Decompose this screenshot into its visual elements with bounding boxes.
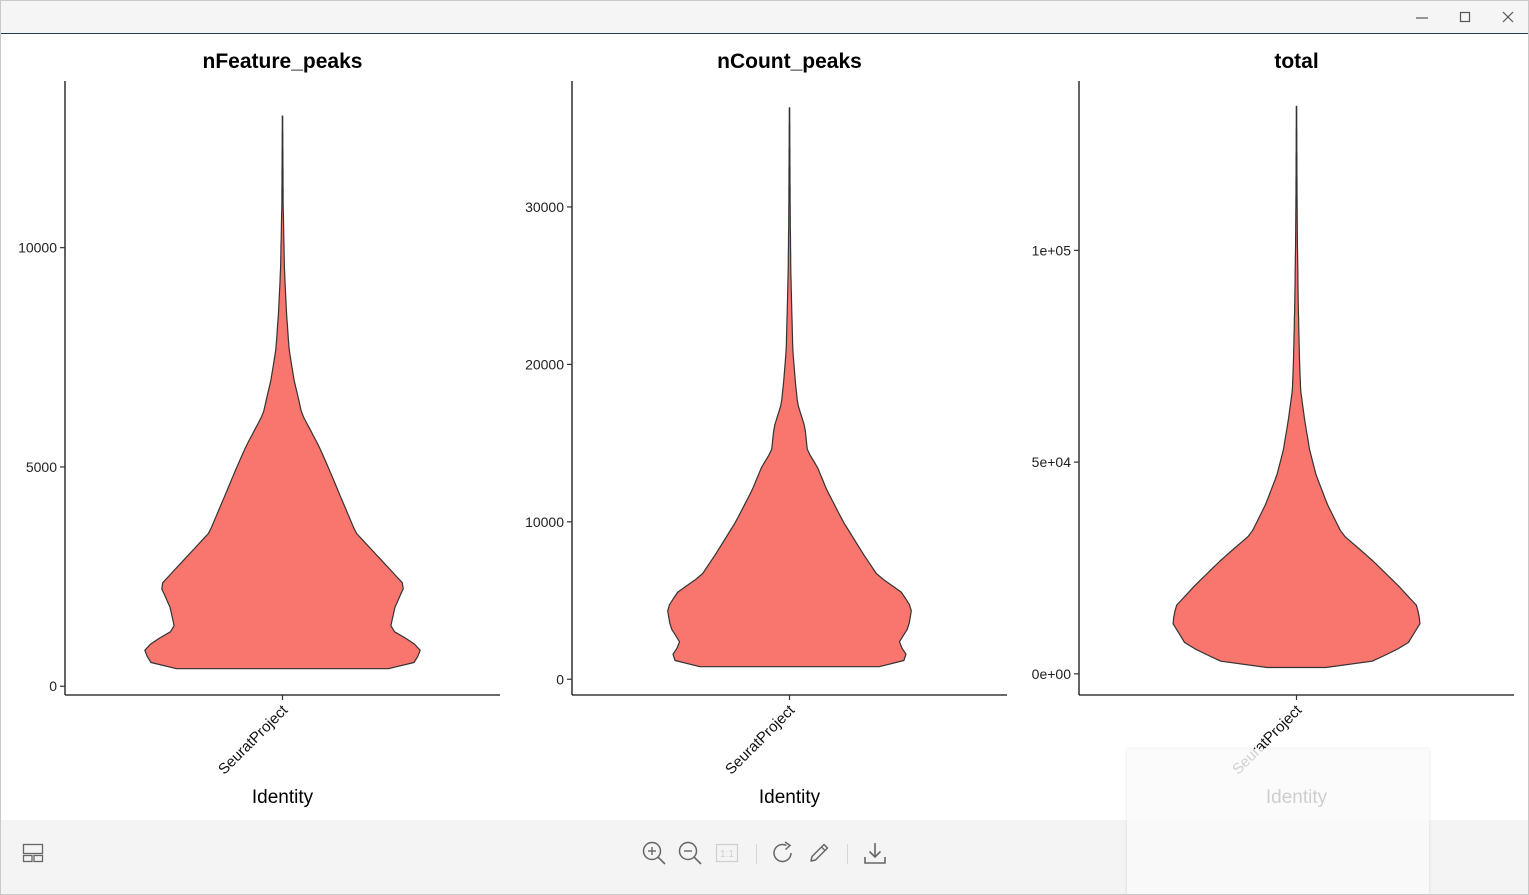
x-tick-label: SeuratProject [215, 701, 292, 778]
floating-overlay-panel [1127, 749, 1429, 894]
y-tick-label: 1e+05 [1032, 242, 1072, 258]
toolbar-separator [756, 844, 757, 864]
zoom-in-icon [642, 841, 666, 865]
edit-icon [810, 843, 829, 862]
violin-shape [667, 107, 912, 668]
maximize-icon [1459, 11, 1471, 23]
y-tick-label: 10000 [525, 514, 564, 530]
x-axis-title: Identity [252, 787, 314, 808]
y-tick-label: 0 [556, 671, 564, 687]
toolbar-separator [847, 844, 848, 864]
maximize-button[interactable] [1450, 5, 1480, 29]
close-button[interactable] [1493, 5, 1523, 29]
zoom-out-button[interactable] [675, 838, 705, 868]
violin-shape [1172, 105, 1421, 669]
violin-shape [144, 115, 421, 670]
violin-panel: nFeature_peaks 0 5000 10000 SeuratProject Ide… [18, 50, 500, 808]
y-tick-label: 0e+00 [1032, 666, 1072, 682]
violin-panel: total0e+005e+041e+05SeuratProjectIdentit… [1032, 50, 1514, 808]
minimize-icon [1416, 17, 1428, 19]
plot-area: nFeature_peaks 0 5000 10000 SeuratProject Ide… [1, 34, 1528, 820]
download-icon [864, 843, 886, 864]
edit-button[interactable] [804, 838, 834, 868]
y-tick-label: 5e+04 [1032, 454, 1072, 470]
violin-plots-svg: nFeature_peaks 0 5000 10000 SeuratProject Ide… [18, 50, 1514, 808]
minimize-button[interactable] [1407, 5, 1437, 29]
y-tick-label: 30000 [525, 199, 564, 215]
zoom-in-button[interactable] [639, 838, 669, 868]
x-axis-title: Identity [759, 787, 821, 808]
download-button[interactable] [860, 838, 890, 868]
actual-size-label: 1:1 [720, 849, 734, 860]
plot-title: nFeature_peaks [203, 50, 363, 73]
plot-title: total [1274, 50, 1318, 73]
layout-toggle-icon [22, 843, 44, 863]
plot-title: nCount_peaks [717, 50, 862, 73]
close-icon [1502, 11, 1514, 23]
y-tick-label: 5000 [26, 459, 57, 475]
violin-panel: nCount_peaks 0 10000 20000 30000 SeuratProjec… [525, 50, 1007, 808]
actual-size-button[interactable]: 1:1 [712, 838, 742, 868]
actual-size-icon: 1:1 [715, 843, 739, 863]
rotate-icon [773, 841, 792, 863]
x-tick-label: SeuratProject [722, 701, 799, 778]
zoom-out-icon [678, 841, 702, 865]
rotate-button[interactable] [768, 838, 798, 868]
y-tick-label: 20000 [525, 356, 564, 372]
y-tick-label: 10000 [18, 240, 57, 256]
title-bar [1, 1, 1528, 34]
layout-toggle-button[interactable] [18, 838, 48, 868]
y-tick-label: 0 [49, 678, 57, 694]
